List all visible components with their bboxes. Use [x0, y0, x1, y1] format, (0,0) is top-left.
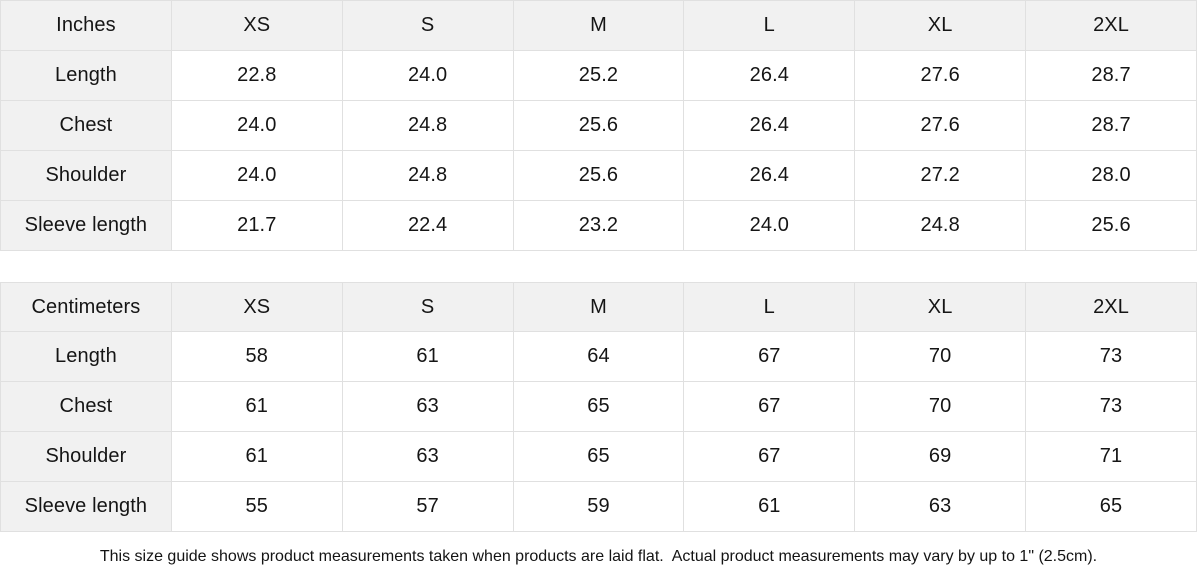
measurement-cell: 28.0	[1025, 150, 1197, 201]
measurement-cell: 24.0	[341, 50, 514, 101]
measurement-cell: 70	[854, 381, 1027, 432]
size-column-header: L	[683, 0, 856, 51]
size-column-header: S	[341, 0, 514, 51]
measurement-cell: 58	[170, 331, 343, 382]
measurement-cell: 25.6	[512, 100, 685, 151]
row-label: Chest	[0, 100, 172, 151]
measurement-cell: 28.7	[1025, 100, 1197, 151]
measurement-cell: 63	[341, 381, 514, 432]
table-row: Shoulder 24.0 24.8 25.6 26.4 27.2 28.0	[0, 150, 1197, 201]
size-column-header: XS	[170, 282, 343, 332]
measurement-cell: 24.0	[170, 100, 343, 151]
table-row: Chest 61 63 65 67 70 73	[0, 381, 1197, 432]
measurement-cell: 24.8	[341, 100, 514, 151]
measurement-cell: 63	[854, 481, 1027, 532]
table-row: Length 58 61 64 67 70 73	[0, 331, 1197, 382]
measurement-cell: 25.6	[1025, 200, 1197, 251]
size-column-header: M	[512, 282, 685, 332]
size-column-header: 2XL	[1025, 282, 1197, 332]
row-label: Sleeve length	[0, 200, 172, 251]
size-column-header: L	[683, 282, 856, 332]
measurement-cell: 71	[1025, 431, 1197, 482]
measurement-cell: 24.0	[170, 150, 343, 201]
measurement-cell: 28.7	[1025, 50, 1197, 101]
size-table-centimeters: Centimeters XS S M L XL 2XL Length 58 61 64 67 70 73 C…	[0, 282, 1197, 532]
table-row: Sleeve length 21.7 22.4 23.2 24.0 24.8 25.6	[0, 200, 1197, 251]
measurement-cell: 26.4	[683, 50, 856, 101]
size-column-header: M	[512, 0, 685, 51]
measurement-cell: 24.8	[341, 150, 514, 201]
measurement-cell: 55	[170, 481, 343, 532]
table-row: Sleeve length 55 57 59 61 63 65	[0, 481, 1197, 532]
table-row: Shoulder 61 63 65 67 69 71	[0, 431, 1197, 482]
measurement-cell: 24.0	[683, 200, 856, 251]
size-table-inches: Inches XS S M L XL 2XL Length 22.8 24.0 25.2 26.4 27…	[0, 0, 1197, 251]
measurement-cell: 67	[683, 331, 856, 382]
measurement-cell: 25.6	[512, 150, 685, 201]
size-column-header: XL	[854, 282, 1027, 332]
measurement-cell: 27.6	[854, 50, 1027, 101]
table-gap	[0, 251, 1197, 282]
row-label: Shoulder	[0, 431, 172, 482]
unit-header: Inches	[0, 0, 172, 51]
size-column-header: 2XL	[1025, 0, 1197, 51]
row-label: Length	[0, 50, 172, 101]
measurement-cell: 25.2	[512, 50, 685, 101]
measurement-cell: 64	[512, 331, 685, 382]
measurement-cell: 65	[1025, 481, 1197, 532]
unit-header: Centimeters	[0, 282, 172, 332]
table-row: Length 22.8 24.0 25.2 26.4 27.6 28.7	[0, 50, 1197, 101]
measurement-cell: 73	[1025, 381, 1197, 432]
measurement-cell: 24.8	[854, 200, 1027, 251]
measurement-cell: 26.4	[683, 100, 856, 151]
measurement-cell: 65	[512, 381, 685, 432]
measurement-cell: 69	[854, 431, 1027, 482]
measurement-cell: 23.2	[512, 200, 685, 251]
table-row: Chest 24.0 24.8 25.6 26.4 27.6 28.7	[0, 100, 1197, 151]
measurement-cell: 27.2	[854, 150, 1027, 201]
size-column-header: S	[341, 282, 514, 332]
measurement-cell: 65	[512, 431, 685, 482]
measurement-cell: 61	[170, 381, 343, 432]
measurement-cell: 21.7	[170, 200, 343, 251]
measurement-cell: 59	[512, 481, 685, 532]
size-column-header: XL	[854, 0, 1027, 51]
measurement-cell: 22.8	[170, 50, 343, 101]
measurement-cell: 61	[683, 481, 856, 532]
measurement-cell: 67	[683, 381, 856, 432]
measurement-cell: 27.6	[854, 100, 1027, 151]
measurement-cell: 22.4	[341, 200, 514, 251]
size-column-header: XS	[170, 0, 343, 51]
row-label: Chest	[0, 381, 172, 432]
measurement-cell: 70	[854, 331, 1027, 382]
measurement-cell: 63	[341, 431, 514, 482]
header-row: Centimeters XS S M L XL 2XL	[0, 282, 1197, 332]
row-label: Sleeve length	[0, 481, 172, 532]
measurement-cell: 67	[683, 431, 856, 482]
measurement-cell: 61	[170, 431, 343, 482]
measurement-cell: 61	[341, 331, 514, 382]
measurement-cell: 73	[1025, 331, 1197, 382]
row-label: Shoulder	[0, 150, 172, 201]
row-label: Length	[0, 331, 172, 382]
header-row: Inches XS S M L XL 2XL	[0, 0, 1197, 51]
size-guide-disclaimer: This size guide shows product measuremen…	[0, 532, 1197, 582]
measurement-cell: 26.4	[683, 150, 856, 201]
measurement-cell: 57	[341, 481, 514, 532]
